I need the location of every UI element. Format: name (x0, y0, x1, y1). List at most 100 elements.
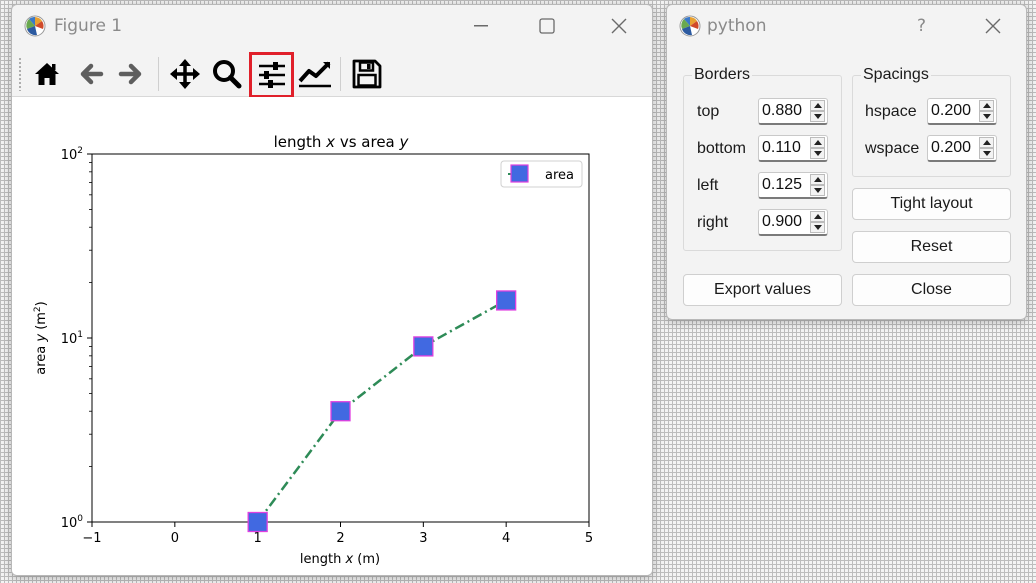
y-tick-label: 102 (61, 146, 83, 163)
data-point (496, 290, 517, 311)
zoom-button[interactable] (208, 55, 246, 93)
close-icon (985, 18, 1001, 34)
figure-window-title: Figure 1 (54, 16, 123, 36)
spin-down-arrow-icon[interactable] (810, 148, 825, 159)
spacings-group: Spacings hspace wspace (852, 66, 1011, 177)
spin-down-arrow-icon[interactable] (810, 111, 825, 122)
home-icon (35, 63, 59, 85)
spacings-group-title: Spacings (861, 66, 931, 84)
configure-subplots-button[interactable] (249, 52, 294, 98)
pan-button[interactable] (166, 55, 204, 93)
bottom-spinbox[interactable] (758, 135, 828, 162)
close-icon (611, 18, 627, 34)
spin-down-arrow-icon[interactable] (979, 148, 994, 159)
legend-label-area: area (545, 168, 574, 183)
left-input[interactable] (759, 173, 809, 197)
top-spinbox[interactable] (758, 98, 828, 125)
save-icon (352, 59, 382, 89)
spin-down-arrow-icon[interactable] (979, 111, 994, 122)
chart-title: length x vs area y (274, 133, 410, 151)
toolbar-grip-handle[interactable] (18, 57, 22, 91)
data-point (413, 336, 434, 357)
matplotlib-logo-icon (679, 15, 701, 37)
figure-titlebar[interactable]: Figure 1 (12, 5, 652, 47)
x-tick-label: −1 (82, 531, 101, 546)
home-button[interactable] (28, 55, 66, 93)
x-tick-label: 3 (419, 531, 427, 546)
right-spinbox[interactable] (758, 209, 828, 236)
back-icon (80, 63, 104, 85)
dialog-body: Borders top bottom left right (667, 47, 1026, 319)
y-axis-label: area y (m2) (33, 301, 49, 375)
zoom-icon (213, 60, 242, 89)
spin-down-arrow-icon[interactable] (810, 185, 825, 196)
data-point (247, 511, 268, 533)
series-area (247, 290, 517, 533)
subplot-config-dialog: python ? Borders top bottom left rig (666, 4, 1027, 320)
export-values-button[interactable]: Export values (683, 274, 842, 306)
plot-figure: length x vs area y −1 0 1 2 3 4 5 100 101 102 le… (33, 133, 593, 567)
legend: area (500, 160, 583, 188)
x-tick-label: 4 (502, 531, 510, 546)
edit-axis-icon (298, 61, 331, 88)
spin-up-arrow-icon[interactable] (979, 100, 994, 111)
toolbar-separator (340, 57, 341, 91)
toolbar-separator (158, 57, 159, 91)
tight-layout-button[interactable]: Tight layout (852, 188, 1011, 220)
minimize-icon (474, 25, 488, 27)
x-tick-label: 0 (171, 531, 179, 546)
reset-button[interactable]: Reset (852, 231, 1011, 263)
bottom-label: bottom (697, 140, 746, 157)
spin-up-arrow-icon[interactable] (979, 137, 994, 148)
x-tick-label: 1 (254, 531, 262, 546)
maximize-button[interactable] (524, 5, 570, 47)
close-window-button[interactable] (596, 5, 642, 47)
borders-group-title: Borders (692, 66, 753, 84)
figure-canvas[interactable]: length x vs area y −1 0 1 2 3 4 5 100 101 102 le… (12, 97, 652, 575)
minimize-button[interactable] (458, 5, 504, 47)
spin-up-arrow-icon[interactable] (810, 211, 825, 222)
y-tick-label: 101 (61, 330, 83, 347)
close-button[interactable]: Close (852, 274, 1011, 306)
left-label: left (697, 177, 719, 194)
y-axis: 100 101 102 (61, 146, 92, 531)
spin-up-arrow-icon[interactable] (810, 137, 825, 148)
x-tick-label: 2 (336, 531, 344, 546)
left-spinbox[interactable] (758, 172, 828, 199)
help-button[interactable]: ? (917, 16, 927, 36)
pan-icon (170, 59, 200, 89)
right-label: right (697, 214, 729, 231)
borders-group: Borders top bottom left right (683, 66, 842, 251)
configure-subplots-icon (258, 62, 285, 88)
hspace-spinbox[interactable] (927, 98, 997, 125)
back-button[interactable] (72, 55, 110, 93)
dialog-close-window-button[interactable] (970, 5, 1016, 47)
dialog-titlebar[interactable]: python ? (667, 5, 1026, 47)
forward-button[interactable] (112, 55, 150, 93)
hspace-label: hspace (865, 103, 917, 120)
x-tick-label: 5 (585, 531, 593, 546)
wspace-label: wspace (865, 140, 920, 157)
x-axis: −1 0 1 2 3 4 5 (82, 522, 593, 546)
axes-frame (91, 153, 590, 523)
matplotlib-logo-icon (24, 15, 46, 37)
edit-axis-button[interactable] (296, 55, 334, 93)
right-input[interactable] (759, 210, 809, 234)
wspace-spinbox[interactable] (927, 135, 997, 162)
top-label: top (697, 103, 720, 120)
wspace-input[interactable] (928, 136, 978, 160)
legend-marker (510, 164, 529, 183)
hspace-input[interactable] (928, 99, 978, 123)
spin-up-arrow-icon[interactable] (810, 100, 825, 111)
maximize-icon (539, 18, 555, 34)
y-tick-label: 100 (61, 514, 84, 531)
top-input[interactable] (759, 99, 809, 123)
save-button[interactable] (348, 55, 386, 93)
spin-up-arrow-icon[interactable] (810, 174, 825, 185)
x-axis-label: length x (m) (300, 552, 380, 567)
bottom-input[interactable] (759, 136, 809, 160)
series-line-area (256, 299, 507, 523)
dialog-title: python (707, 16, 767, 36)
data-point (330, 401, 351, 422)
spin-down-arrow-icon[interactable] (810, 222, 825, 233)
